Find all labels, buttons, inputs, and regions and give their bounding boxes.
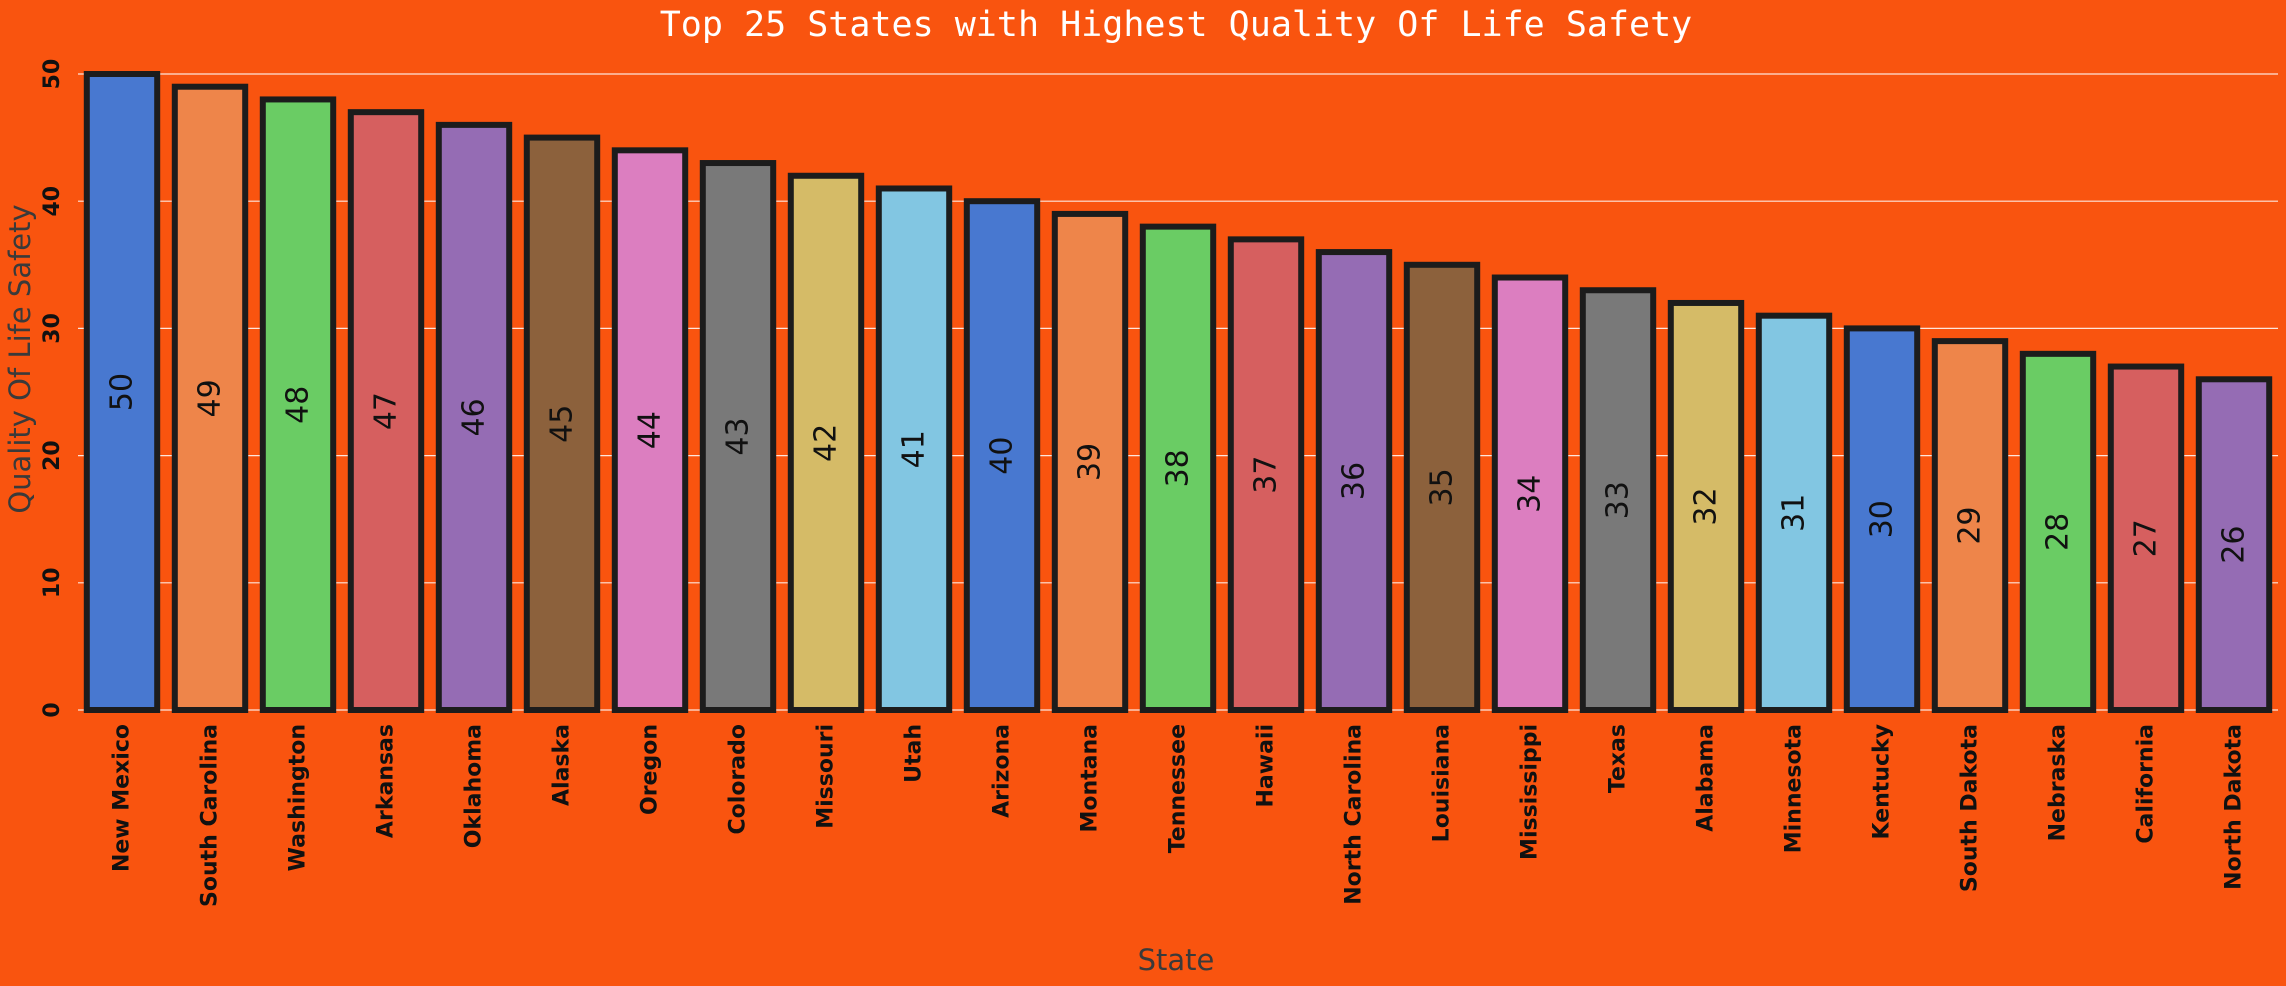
bar-value-labels: 50 49 48 47 46 45 44 43 42 41 40 39 38 37 36 35 34 33 32 31…: [105, 373, 2252, 564]
bar-value-label: 27: [2129, 519, 2164, 557]
bar: [1051, 210, 1129, 713]
bar-value-label: 40: [985, 437, 1020, 475]
bar: [963, 198, 1041, 713]
bar-value-label: 34: [1513, 475, 1548, 513]
bar-value-label: 36: [1337, 462, 1372, 500]
bar-value-label: 32: [1689, 487, 1724, 525]
bar: [1227, 236, 1305, 714]
x-tick-label: Missouri: [814, 724, 839, 829]
x-tick-label: Arizona: [990, 724, 1015, 818]
x-tick-label: Louisiana: [1430, 724, 1455, 842]
bar-value-label: 26: [2217, 526, 2252, 564]
x-axis-label: State: [1138, 943, 1215, 977]
x-tick-label: Kentucky: [1870, 724, 1895, 839]
x-tick-label: Alaska: [550, 724, 575, 806]
bar: [259, 96, 337, 713]
bar-value-label: 31: [1777, 494, 1812, 532]
x-tick-label: Colorado: [726, 724, 751, 834]
bar: [1403, 261, 1481, 713]
bar-value-label: 50: [105, 373, 140, 411]
x-tick-label: North Carolina: [1342, 724, 1367, 905]
chart-title: Top 25 States with Highest Quality Of Li…: [660, 5, 1693, 45]
bar: [787, 172, 865, 713]
bar: [171, 83, 249, 714]
bar-value-label: 38: [1161, 449, 1196, 487]
x-tick-label: North Dakota: [2222, 724, 2247, 890]
bar: [2019, 350, 2097, 713]
bar-value-label: 39: [1073, 443, 1108, 481]
x-tick-label: Oklahoma: [462, 724, 487, 848]
y-axis-ticks: 0 10 20 30 40 50: [40, 59, 65, 718]
x-axis-ticks: New Mexico South Carolina Washington Arkans…: [110, 724, 2247, 907]
bar: [347, 109, 425, 714]
bar: [875, 185, 953, 714]
bar: [1755, 312, 1833, 713]
bar: [523, 134, 601, 714]
x-tick-label: Minnesota: [1782, 724, 1807, 853]
bars: [83, 71, 2273, 714]
x-tick-label: Arkansas: [374, 724, 399, 838]
x-tick-label: Alabama: [1694, 724, 1719, 832]
bar: [1579, 287, 1657, 713]
bar-value-label: 43: [721, 417, 756, 455]
bar-value-label: 44: [633, 411, 668, 449]
y-tick-label: 10: [40, 567, 65, 598]
y-axis-label: Quality Of Life Safety: [3, 204, 37, 513]
y-tick-label: 20: [40, 440, 65, 471]
y-tick-label: 40: [40, 186, 65, 217]
bar-value-label: 37: [1249, 456, 1284, 494]
bar-value-label: 35: [1425, 468, 1460, 506]
bar: [1139, 223, 1217, 713]
bar: [2107, 363, 2185, 713]
bar-value-label: 46: [457, 398, 492, 436]
bar-value-label: 28: [2041, 513, 2076, 551]
bar: [2195, 376, 2273, 713]
x-tick-label: New Mexico: [110, 724, 135, 872]
x-tick-label: Washington: [286, 724, 311, 871]
bar-value-label: 33: [1601, 481, 1636, 519]
x-tick-label: Texas: [1606, 724, 1631, 793]
bar-value-label: 30: [1865, 500, 1900, 538]
bar: [1931, 338, 2009, 713]
y-tick-label: 0: [40, 702, 65, 717]
bar-value-label: 42: [809, 424, 844, 462]
bar: [83, 71, 161, 713]
bar-value-label: 49: [193, 379, 228, 417]
x-tick-label: Tennessee: [1166, 724, 1191, 853]
x-tick-label: South Dakota: [1958, 724, 1983, 892]
x-tick-label: California: [2134, 724, 2159, 844]
bar-value-label: 29: [1953, 506, 1988, 544]
bar-value-label: 41: [897, 430, 932, 468]
bar: [699, 160, 777, 714]
bar-value-label: 45: [545, 405, 580, 443]
bar-value-label: 48: [281, 386, 316, 424]
bar: [611, 147, 689, 713]
x-tick-label: Utah: [902, 724, 927, 783]
x-tick-label: Montana: [1078, 724, 1103, 833]
bar: [1843, 325, 1921, 713]
y-tick-label: 30: [40, 313, 65, 344]
bar-value-label: 47: [369, 392, 404, 430]
bar: [1491, 274, 1569, 713]
y-tick-label: 50: [40, 59, 65, 90]
bar: [1667, 299, 1745, 713]
bar: [435, 121, 513, 713]
bar: [1315, 249, 1393, 714]
x-tick-label: Mississippi: [1518, 724, 1543, 860]
x-tick-label: South Carolina: [198, 724, 223, 907]
x-tick-label: Hawaii: [1254, 724, 1279, 808]
x-tick-label: Oregon: [638, 724, 663, 815]
x-tick-label: Nebraska: [2046, 724, 2071, 841]
